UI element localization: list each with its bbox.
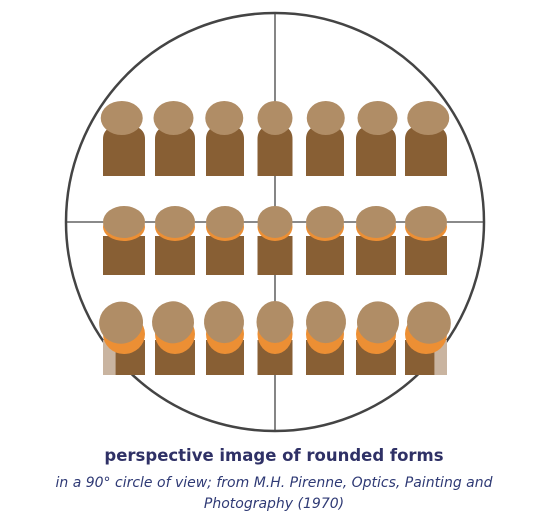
form-top-1-head <box>100 101 143 135</box>
form-top-5-head <box>306 101 345 135</box>
caption-title: perspective image of rounded forms <box>104 446 444 465</box>
form-bottom-6-head <box>356 301 399 344</box>
form-middle-6-body <box>356 236 396 275</box>
form-bottom-4-head <box>256 301 294 343</box>
form-top-3-head <box>205 101 244 135</box>
form-top-2-head <box>153 101 194 135</box>
form-bottom-2-head <box>152 301 195 344</box>
form-bottom-1-head <box>99 301 144 344</box>
form-middle-7-head <box>405 206 447 238</box>
form-middle-1-body <box>103 236 145 275</box>
form-top-1-body <box>103 125 145 176</box>
form-top-2-body <box>155 125 195 176</box>
form-middle-7-body <box>405 236 447 275</box>
form-top-7-head <box>407 101 450 135</box>
form-middle-1-head <box>103 206 145 238</box>
form-top-6-head <box>357 101 398 135</box>
form-middle-2-head <box>155 206 195 238</box>
form-bottom-7-head <box>406 301 451 344</box>
form-top-7-body <box>405 125 447 176</box>
caption-subtitle: in a 90° circle of view; from M.H. Piren… <box>55 475 493 512</box>
form-top-6-body <box>356 125 396 176</box>
form-middle-3-head <box>206 206 244 238</box>
form-middle-5-body <box>306 236 344 275</box>
form-middle-3-body <box>206 236 244 275</box>
form-top-4-head <box>257 101 293 135</box>
form-middle-2-body <box>155 236 195 275</box>
form-middle-4-head <box>257 206 293 238</box>
form-middle-6-head <box>356 206 396 238</box>
form-top-4-body <box>257 125 293 176</box>
form-top-5-body <box>306 125 344 176</box>
perspective-diagram <box>64 11 486 433</box>
form-top-3-body <box>206 125 244 176</box>
form-middle-5-head <box>306 206 344 238</box>
form-bottom-5-head <box>305 301 347 344</box>
form-bottom-3-head <box>203 301 245 344</box>
form-middle-4-body <box>257 236 293 275</box>
rounded-forms <box>99 101 451 375</box>
